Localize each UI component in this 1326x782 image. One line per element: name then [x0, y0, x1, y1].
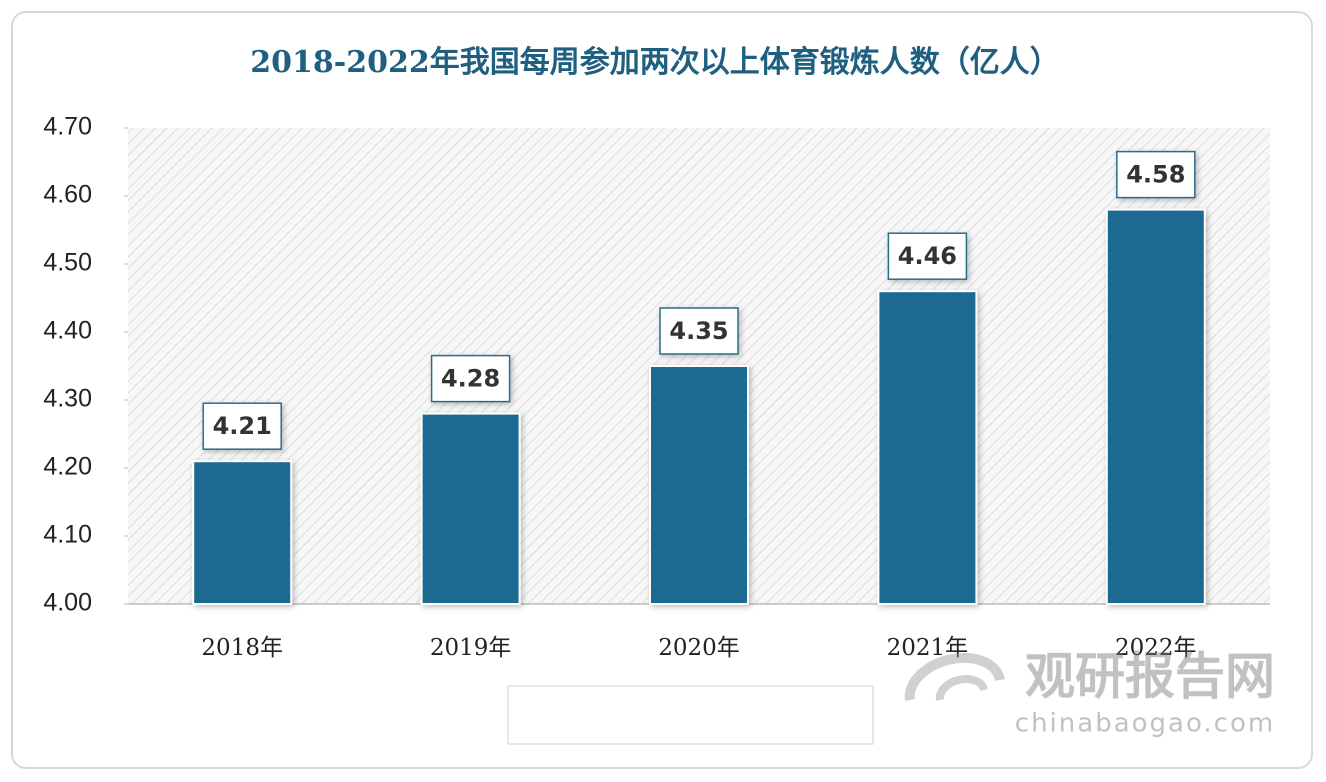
value-label: 4.46	[898, 242, 957, 270]
value-label: 4.21	[213, 412, 272, 440]
value-label-box	[430, 354, 511, 403]
value-label-box	[202, 402, 282, 450]
watermark-name: 观研报告网	[1025, 648, 1275, 706]
watermark-logo	[904, 653, 1005, 701]
legend	[507, 685, 874, 745]
watermark: 观研报告网 chinabaogao.com	[904, 648, 1275, 739]
y-tick-label: 4.10	[43, 521, 92, 549]
bar	[1105, 208, 1206, 605]
y-tick-label: 4.40	[43, 317, 92, 345]
bar	[420, 412, 521, 605]
watermark-site: chinabaogao.com	[1015, 709, 1275, 739]
y-tick-label: 4.30	[43, 385, 92, 413]
watermark-logo	[935, 675, 988, 701]
plot: 4.00 4.10 4.20 4.30 4.40 4.50 4.60 4.70 2018年 4.2…	[43, 113, 1270, 730]
value-label: 4.28	[441, 365, 500, 393]
value-label-box	[887, 232, 968, 280]
y-tick-label: 4.00	[43, 589, 92, 617]
x-tick-label: 2022年	[1115, 635, 1197, 661]
x-tick-label: 2020年	[658, 635, 740, 661]
y-tick-label: 4.20	[43, 453, 92, 481]
value-label-box	[659, 307, 739, 355]
value-label: 4.58	[1126, 161, 1185, 189]
x-tick-label: 2018年	[201, 635, 283, 661]
chart-title: 2018-2022年我国每周参加两次以上体育锻炼人数（亿人）	[250, 45, 1059, 80]
value-label-box	[1116, 150, 1196, 199]
y-tick-label: 4.70	[43, 113, 92, 141]
x-tick-label: 2019年	[430, 635, 512, 661]
bar	[192, 460, 293, 606]
bar	[877, 290, 978, 605]
bar	[649, 365, 749, 605]
y-tick-label: 4.60	[43, 181, 92, 209]
value-label: 4.35	[669, 317, 728, 345]
y-tick-label: 4.50	[43, 249, 92, 277]
x-tick-label: 2021年	[887, 635, 969, 661]
